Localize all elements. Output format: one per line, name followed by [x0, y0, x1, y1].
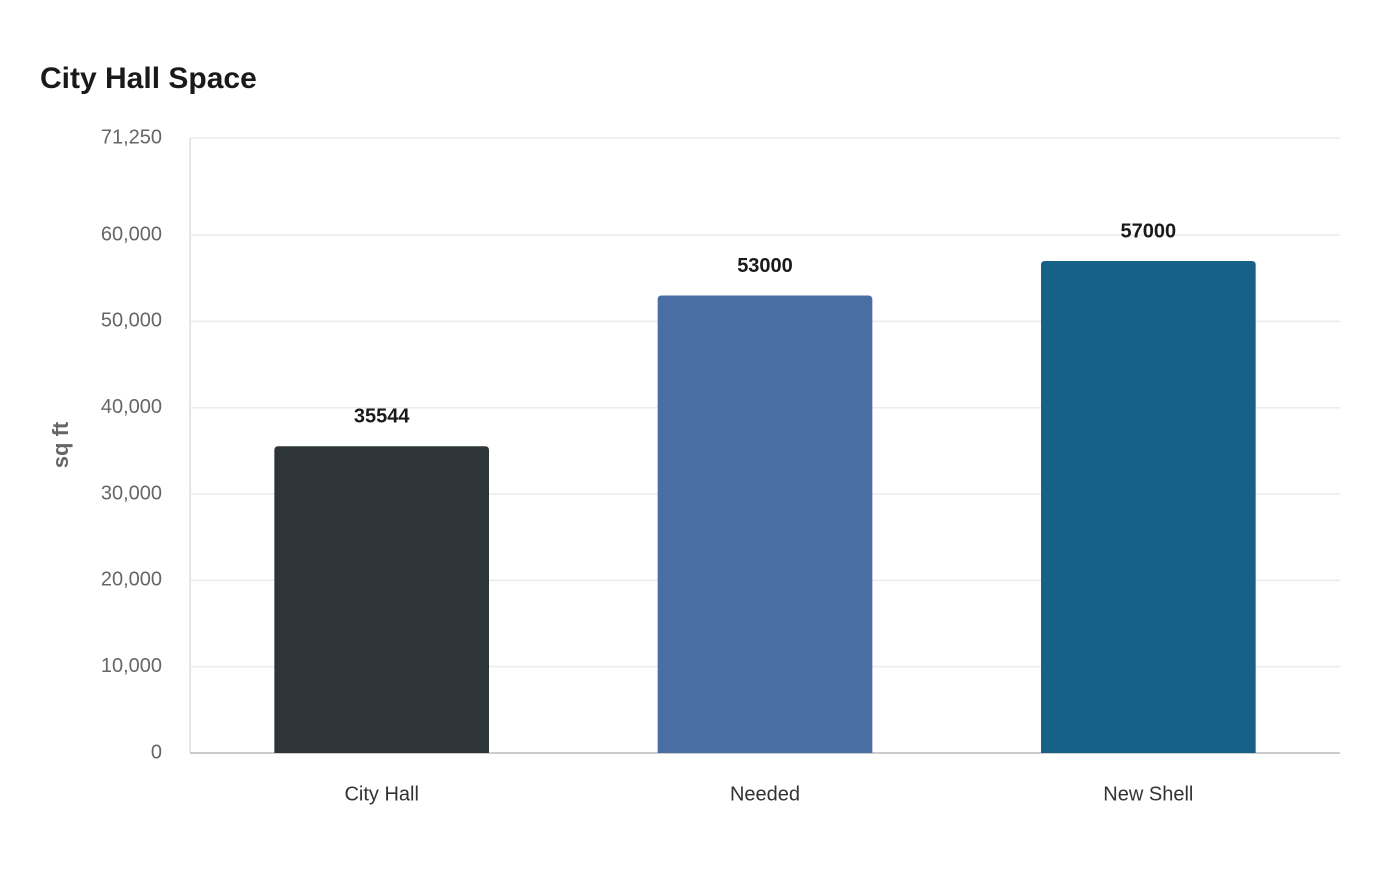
x-tick-label: Needed: [730, 783, 800, 805]
value-label: 35544: [354, 405, 410, 427]
x-tick-label: City Hall: [344, 783, 418, 805]
value-label: 53000: [737, 255, 793, 277]
value-label: 57000: [1121, 220, 1177, 242]
y-tick-label: 71,250: [101, 126, 162, 148]
x-tick-label: New Shell: [1103, 783, 1193, 805]
bar: [1041, 261, 1256, 753]
y-tick-label: 40,000: [101, 396, 162, 418]
y-tick-label: 30,000: [101, 482, 162, 504]
y-tick-label: 60,000: [101, 223, 162, 245]
y-axis-label: sq ft: [48, 421, 73, 468]
chart-title: City Hall Space: [40, 62, 257, 95]
y-tick-label: 0: [151, 741, 162, 763]
y-tick-label: 50,000: [101, 310, 162, 332]
y-tick-label: 20,000: [101, 569, 162, 591]
bar: [657, 295, 873, 753]
bar: [274, 446, 489, 753]
y-tick-label: 10,000: [101, 655, 162, 677]
